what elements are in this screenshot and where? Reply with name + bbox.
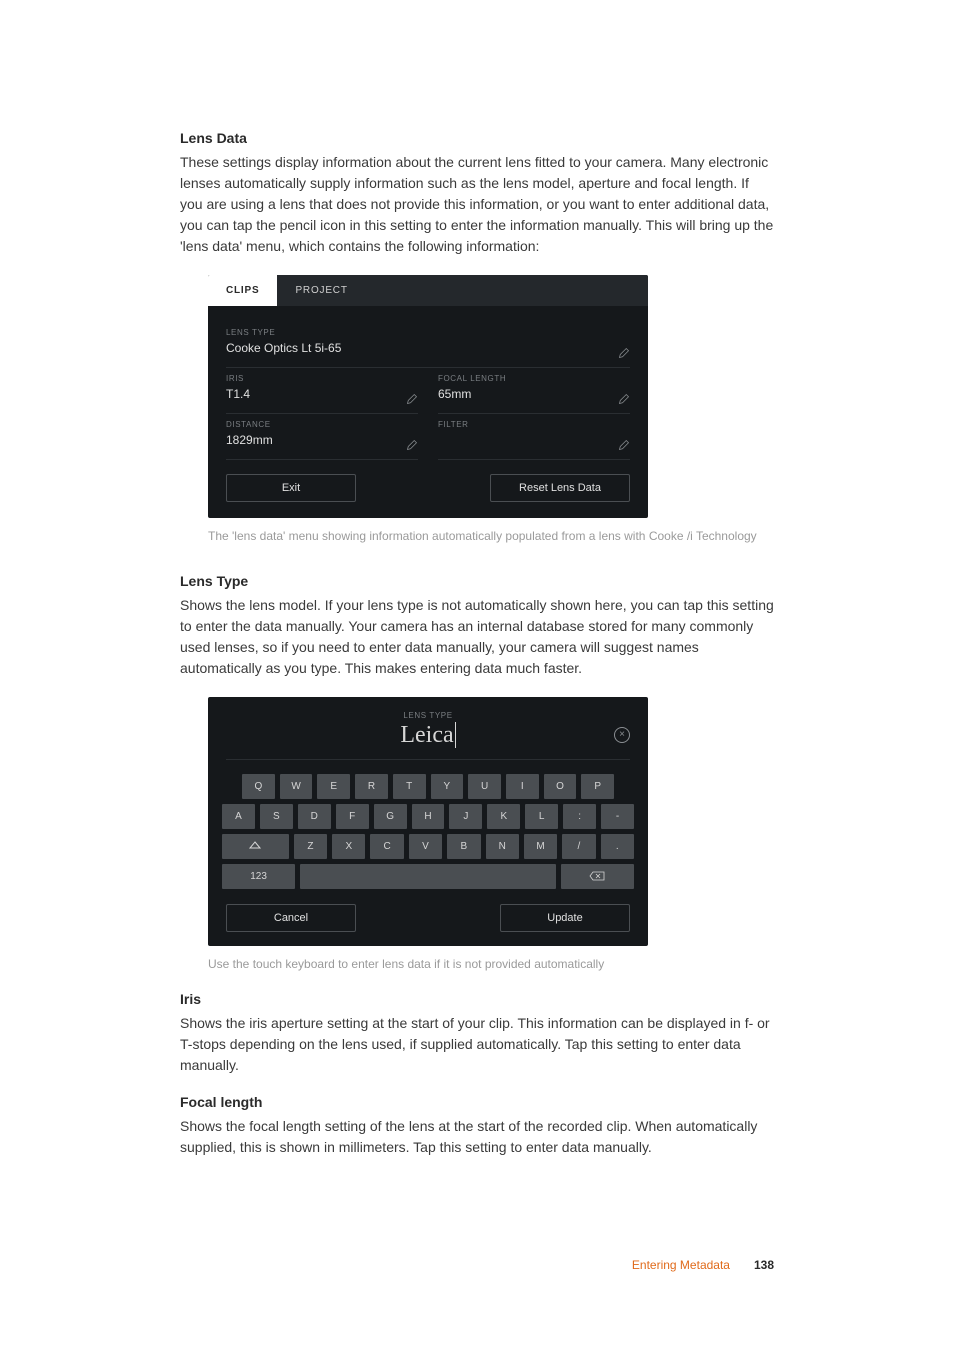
footer-section-name: Entering Metadata xyxy=(632,1258,730,1272)
space-key[interactable] xyxy=(300,864,556,889)
key-z[interactable]: Z xyxy=(294,834,327,859)
clear-icon[interactable]: × xyxy=(614,727,630,743)
focal-length-label: FOCAL LENGTH xyxy=(438,374,630,383)
distance-value: 1829mm xyxy=(226,433,418,447)
focal-length-field[interactable]: FOCAL LENGTH 65mm xyxy=(438,368,630,414)
key-a[interactable]: A xyxy=(222,804,255,829)
pencil-icon[interactable] xyxy=(618,347,630,359)
pencil-icon[interactable] xyxy=(406,393,418,405)
key-u[interactable]: U xyxy=(468,774,501,799)
key-p[interactable]: P xyxy=(581,774,614,799)
reset-lens-data-button[interactable]: Reset Lens Data xyxy=(490,474,630,502)
focal-length-heading: Focal length xyxy=(180,1094,774,1110)
key-s[interactable]: S xyxy=(260,804,293,829)
page-footer: Entering Metadata 138 xyxy=(180,1258,774,1272)
lens-data-heading: Lens Data xyxy=(180,130,774,146)
tab-project[interactable]: PROJECT xyxy=(277,275,365,306)
lens-data-panel: CLIPS PROJECT LENS TYPE Cooke Optics Lt … xyxy=(208,275,648,518)
shift-key[interactable] xyxy=(222,834,289,859)
key-r[interactable]: R xyxy=(355,774,388,799)
focal-length-value: 65mm xyxy=(438,387,630,401)
lens-type-value: Cooke Optics Lt 5i-65 xyxy=(226,341,630,355)
key-k[interactable]: K xyxy=(487,804,520,829)
iris-heading: Iris xyxy=(180,991,774,1007)
keyboard-caption: Use the touch keyboard to enter lens dat… xyxy=(208,956,774,973)
key-n[interactable]: N xyxy=(486,834,519,859)
key-x[interactable]: X xyxy=(332,834,365,859)
keyboard-keys: QWERTYUIOP ASDFGHJKL:- ZXCVBNM/. 123 xyxy=(208,760,648,889)
pencil-icon[interactable] xyxy=(406,439,418,451)
key-o[interactable]: O xyxy=(544,774,577,799)
lens-data-caption: The 'lens data' menu showing information… xyxy=(208,528,774,545)
key-l[interactable]: L xyxy=(525,804,558,829)
key-:[interactable]: : xyxy=(563,804,596,829)
key-e[interactable]: E xyxy=(317,774,350,799)
distance-label: DISTANCE xyxy=(226,420,418,429)
iris-body: Shows the iris aperture setting at the s… xyxy=(180,1013,774,1076)
key-m[interactable]: M xyxy=(524,834,557,859)
key-j[interactable]: J xyxy=(449,804,482,829)
lens-type-body: Shows the lens model. If your lens type … xyxy=(180,595,774,679)
key-b[interactable]: B xyxy=(447,834,480,859)
iris-field[interactable]: IRIS T1.4 xyxy=(226,368,418,414)
lens-type-label: LENS TYPE xyxy=(226,328,630,337)
lens-type-heading: Lens Type xyxy=(180,573,774,589)
distance-field[interactable]: DISTANCE 1829mm xyxy=(226,414,418,460)
key-i[interactable]: I xyxy=(506,774,539,799)
exit-button[interactable]: Exit xyxy=(226,474,356,502)
key-v[interactable]: V xyxy=(409,834,442,859)
key-123[interactable]: 123 xyxy=(222,864,295,889)
key-.[interactable]: . xyxy=(601,834,634,859)
iris-value: T1.4 xyxy=(226,387,418,401)
key-h[interactable]: H xyxy=(412,804,445,829)
update-button[interactable]: Update xyxy=(500,904,630,932)
key-c[interactable]: C xyxy=(370,834,403,859)
tab-bar: CLIPS PROJECT xyxy=(208,275,648,306)
key-y[interactable]: Y xyxy=(431,774,464,799)
filter-label: FILTER xyxy=(438,420,630,429)
keyboard-input[interactable]: Leica xyxy=(226,722,630,749)
backspace-key[interactable] xyxy=(561,864,634,889)
lens-data-body: These settings display information about… xyxy=(180,152,774,257)
focal-length-body: Shows the focal length setting of the le… xyxy=(180,1116,774,1158)
footer-page-number: 138 xyxy=(754,1258,774,1272)
keyboard-panel: LENS TYPE Leica × QWERTYUIOP ASDFGHJKL:-… xyxy=(208,697,648,946)
key-q[interactable]: Q xyxy=(242,774,275,799)
tab-clips[interactable]: CLIPS xyxy=(208,275,277,306)
keyboard-field-label: LENS TYPE xyxy=(226,711,630,720)
key-t[interactable]: T xyxy=(393,774,426,799)
key-f[interactable]: F xyxy=(336,804,369,829)
iris-label: IRIS xyxy=(226,374,418,383)
key-g[interactable]: G xyxy=(374,804,407,829)
key-/[interactable]: / xyxy=(562,834,595,859)
key--[interactable]: - xyxy=(601,804,634,829)
pencil-icon[interactable] xyxy=(618,439,630,451)
key-w[interactable]: W xyxy=(280,774,313,799)
filter-field[interactable]: FILTER xyxy=(438,414,630,460)
key-d[interactable]: D xyxy=(298,804,331,829)
pencil-icon[interactable] xyxy=(618,393,630,405)
cancel-button[interactable]: Cancel xyxy=(226,904,356,932)
lens-type-field[interactable]: LENS TYPE Cooke Optics Lt 5i-65 xyxy=(226,322,630,368)
